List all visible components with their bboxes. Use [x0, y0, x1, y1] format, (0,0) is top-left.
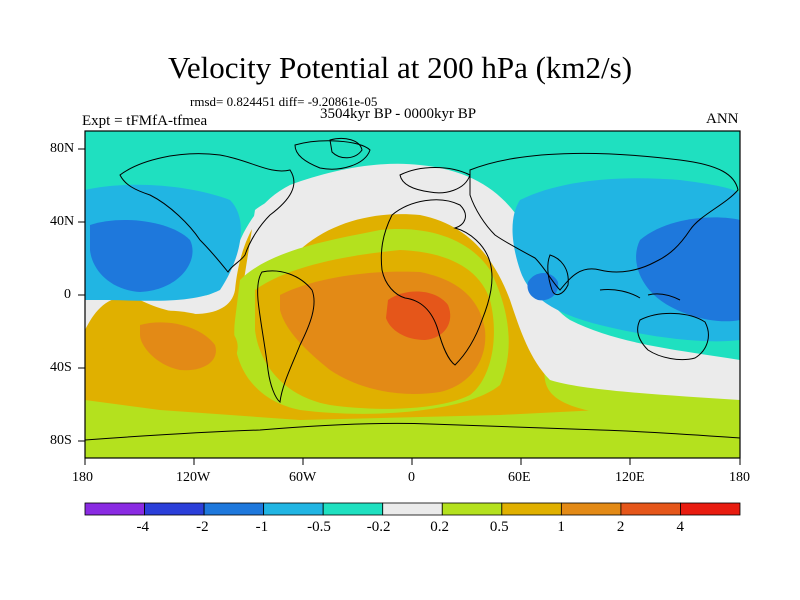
lon-label-180w: 180 — [72, 470, 93, 485]
lat-label-0: 0 — [64, 287, 71, 302]
colorbar-swatch — [501, 502, 562, 516]
lon-label-120w: 120W — [176, 470, 211, 485]
lon-label-60w: 60W — [289, 470, 317, 485]
coastlines — [85, 137, 740, 441]
colorbar-label: -4 — [136, 519, 150, 535]
colorbar-label: 4 — [676, 519, 684, 535]
lon-label-60e: 60E — [508, 470, 531, 485]
colorbar-swatch — [322, 502, 384, 516]
colorbar-swatch — [560, 502, 622, 516]
colorbar-swatch — [382, 502, 443, 516]
colorbar-label: 1 — [557, 519, 565, 535]
colorbar-label: -0.2 — [366, 519, 391, 535]
colorbar-swatch — [263, 502, 324, 516]
colorbar-swatch — [84, 502, 145, 516]
colorbar-swatch — [441, 502, 503, 516]
lat-label-80n: 80N — [50, 141, 75, 156]
colorbar-swatch — [620, 502, 681, 516]
colorbar-swatch — [203, 502, 265, 516]
colorbar — [84, 502, 741, 516]
colorbar-label: 2 — [616, 519, 625, 535]
contour-field — [85, 131, 740, 458]
axis-ticks — [78, 148, 741, 465]
lat-label-40n: 40N — [50, 214, 75, 229]
colorbar-label: 0.2 — [430, 519, 450, 535]
stats-label: rmsd= 0.824451 diff= -9.20861e-05 — [190, 94, 378, 109]
period-label: 3504kyr BP - 0000kyr BP — [320, 106, 477, 122]
lon-label-0: 0 — [408, 470, 415, 485]
lon-label-180e: 180 — [729, 470, 750, 485]
colorbar-label: 0.5 — [489, 519, 509, 535]
colorbar-label: -2 — [196, 519, 209, 535]
lon-label-120e: 120E — [615, 470, 645, 485]
season-label: ANN — [706, 111, 739, 127]
lat-label-80s: 80S — [50, 433, 72, 448]
experiment-label: Expt = tFMfA-tfmea — [82, 113, 208, 129]
colorbar-swatch — [144, 502, 205, 516]
plot-title: Velocity Potential at 200 hPa (km2/s) — [167, 50, 633, 85]
lat-label-40s: 40S — [50, 360, 72, 375]
colorbar-label: -1 — [255, 519, 269, 535]
colorbar-swatch — [680, 502, 741, 516]
colorbar-label: -0.5 — [307, 519, 331, 535]
